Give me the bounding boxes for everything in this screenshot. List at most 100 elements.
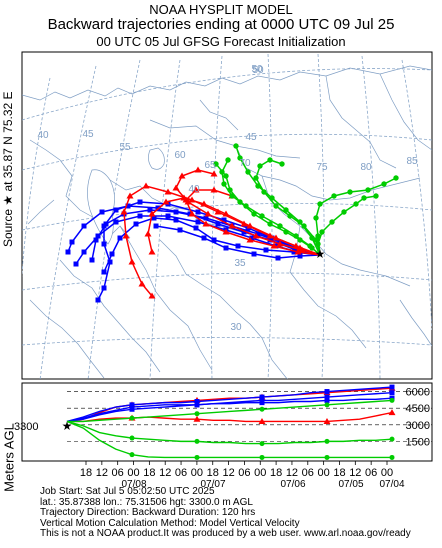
country-border <box>149 119 301 159</box>
trajectory-marker <box>148 292 156 299</box>
profile-marker <box>389 390 395 396</box>
profile-marker <box>389 436 395 442</box>
trajectory-marker <box>101 223 107 229</box>
profile-marker <box>194 438 200 444</box>
profile-date-label: 07/08 <box>121 479 146 490</box>
meridian-line <box>22 77 51 278</box>
trajectory-marker <box>329 219 335 225</box>
country-border <box>22 65 432 101</box>
trajectory-marker <box>251 211 257 217</box>
trajectory-marker <box>81 223 87 229</box>
latitude-label: 30 <box>230 322 242 333</box>
chart-title: Backward trajectories ending at 0000 UTC… <box>47 16 395 33</box>
trajectory <box>253 157 321 256</box>
profile-x-tick-label: 18 <box>333 467 345 479</box>
trajectory-marker <box>353 201 359 207</box>
profile-x-tick-label: 00 <box>318 467 330 479</box>
trajectory-marker <box>128 258 136 265</box>
info-direction: Trajectory Direction: Backward Duration:… <box>40 507 256 518</box>
trajectory-marker <box>267 157 273 163</box>
country-border <box>159 239 288 379</box>
trajectory-marker <box>89 257 95 263</box>
info-location: lat.: 35.87388 lon.: 75.31506 hgt: 3300.… <box>40 496 253 508</box>
trajectory-line <box>155 225 321 259</box>
trajectory-marker <box>267 221 273 227</box>
trajectory-marker <box>222 228 230 235</box>
trajectory-marker <box>148 248 156 255</box>
trajectory-marker <box>241 229 247 235</box>
trajectory-marker <box>298 246 306 253</box>
profile-line <box>66 386 393 423</box>
trajectory-marker <box>165 213 171 219</box>
trajectory-marker <box>213 161 219 167</box>
trajectory-marker <box>341 209 347 215</box>
profile-line <box>66 397 393 423</box>
trajectory-marker <box>294 248 302 255</box>
trajectory-marker <box>315 241 321 247</box>
profile-date-label: 07/06 <box>280 479 305 490</box>
trajectory-marker <box>201 235 207 241</box>
country-border <box>29 139 131 239</box>
latitude-labels: 50 45 40 35 30 <box>188 65 264 333</box>
trajectory-marker <box>279 161 285 167</box>
trajectory-marker <box>210 186 218 193</box>
trajectory-marker <box>194 166 202 173</box>
trajectory-marker <box>147 207 153 213</box>
trajectory-marker <box>182 196 190 203</box>
profile-x-tick-label: 06 <box>365 467 377 479</box>
meridian-line <box>267 53 273 379</box>
profile-line <box>66 391 393 423</box>
trajectory-marker <box>223 245 229 251</box>
country-border <box>27 199 55 225</box>
trajectory-marker <box>81 249 87 255</box>
map-graticule <box>22 53 432 379</box>
country-border <box>235 145 421 201</box>
profile-marker <box>324 389 330 395</box>
trajectory-marker <box>275 255 281 261</box>
country-border <box>119 225 213 371</box>
profile-marker <box>129 452 135 458</box>
trajectory-marker <box>137 199 143 205</box>
trajectory <box>182 186 321 256</box>
trajectory-line <box>103 217 321 273</box>
trajectory-marker <box>263 247 269 253</box>
country-border <box>399 299 432 347</box>
profile-series-line <box>67 409 396 424</box>
trajectory-marker <box>246 222 254 229</box>
trajectory-marker <box>301 223 307 229</box>
trajectory-marker <box>297 237 303 243</box>
country-border <box>199 99 239 131</box>
profile-x-tick-label: 06 <box>302 467 314 479</box>
trajectory-marker <box>188 210 196 217</box>
profile-marker <box>194 402 200 408</box>
profile-y-ticks: 1500 3000 4500 6000 <box>406 387 430 449</box>
trajectory-marker <box>283 229 289 235</box>
profile-line <box>66 420 393 445</box>
longitude-label: 50 <box>251 64 263 75</box>
trajectory-marker <box>203 215 209 221</box>
profile-y-tick-label: 3000 <box>406 420 430 432</box>
trajectory <box>101 215 321 275</box>
trajectory-marker <box>113 219 119 225</box>
trajectory-marker <box>235 243 241 249</box>
profile-series <box>66 384 396 460</box>
trajectory-marker <box>272 234 280 241</box>
profile-marker <box>259 441 265 447</box>
profile-marker <box>324 402 330 408</box>
trajectory-marker <box>107 259 113 265</box>
forecast-subtitle: 00 UTC 05 Jul GFSG Forecast Initializati… <box>96 34 346 49</box>
trajectory-tracks <box>65 143 399 303</box>
trajectory-marker <box>313 215 319 221</box>
trajectory-marker <box>117 235 123 241</box>
profile-y-tick-label: 4500 <box>406 403 430 415</box>
profile-x-ticks: 18 12 06 00 18 12 06 00 18 12 06 00 18 12 06 00 18 12 06 00 <box>80 461 393 479</box>
profile-x-tick-label: 00 <box>127 467 139 479</box>
trajectory-marker <box>237 199 243 205</box>
profile-marker <box>259 406 265 412</box>
profile-date-label: 07/04 <box>379 479 404 490</box>
trajectory-marker <box>393 175 399 181</box>
profile-x-tick-label: 12 <box>159 467 171 479</box>
profile-line <box>67 411 393 423</box>
trajectory-marker <box>245 169 251 175</box>
